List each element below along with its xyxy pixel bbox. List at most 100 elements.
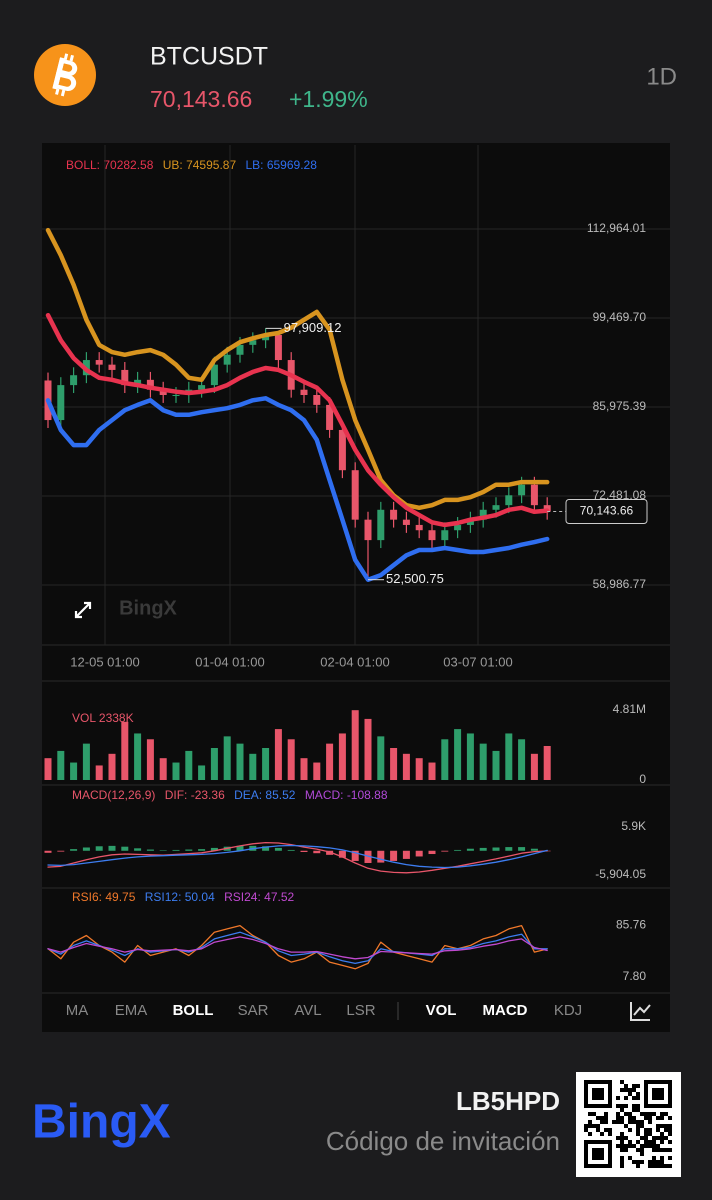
macd-bar [198,849,206,851]
qr-module [620,1104,624,1108]
qr-module [668,1132,672,1136]
qr-module [616,1144,620,1148]
legend-dif: DIF: -23.36 [165,788,225,802]
candle-body [466,519,474,525]
candle-body [57,385,65,421]
indicator-tab[interactable]: EMA [115,1002,148,1019]
candle-body [236,344,244,355]
volume-bar [210,748,218,780]
qr-module [628,1120,632,1124]
y-tick-label: 72,481.08 [593,488,647,502]
qr-module [648,1116,652,1120]
macd-bar [390,850,398,861]
qr-module [668,1164,672,1168]
macd-bar [313,850,321,854]
qr-module [616,1136,620,1140]
qr-module [668,1148,672,1152]
qr-module [588,1124,592,1128]
qr-module [664,1124,668,1128]
volume-bar [313,762,321,780]
candle-body [262,334,270,341]
volume-bar [505,733,513,780]
candle-body [70,375,78,386]
qr-module [660,1124,664,1128]
candle-body [351,470,359,520]
qr-module [652,1136,656,1140]
boll-line [45,396,550,582]
indicator-tab[interactable]: MA [66,1002,89,1019]
qr-module [644,1136,648,1140]
volume-bar [390,748,398,780]
qr-module [656,1136,660,1140]
qr-module [652,1160,656,1164]
qr-module [652,1112,656,1116]
x-tick-label: 01-04 01:00 [195,654,264,669]
macd-bar [454,849,462,851]
qr-module [628,1156,632,1160]
macd-bar [415,850,423,857]
qr-module [652,1164,656,1168]
qr-module [664,1148,668,1152]
volume-bar [402,753,410,780]
volume-bar [415,758,423,780]
volume-bar [262,748,270,780]
candle-body [300,389,308,395]
indicator-tab[interactable]: LSR [346,1002,375,1019]
indicator-tab[interactable]: VOL [426,1002,457,1019]
expand-icon[interactable] [74,601,92,619]
qr-module [636,1132,640,1136]
candle-body [134,379,142,386]
macd-bar [134,848,142,851]
boll-line [45,227,550,511]
x-tick-label: 12-05 01:00 [70,654,139,669]
volume-bar [518,739,526,780]
macd-bar [274,847,282,851]
macd-bar [338,850,346,858]
indicator-tab[interactable]: BOLL [173,1002,214,1019]
qr-module [584,1124,588,1128]
qr-module [664,1128,668,1132]
qr-finder [592,1148,604,1160]
candle-body [364,519,372,541]
qr-module [640,1148,644,1152]
y-tick-label: 0 [639,772,646,786]
indicator-tab[interactable]: AVL [294,1002,321,1019]
qr-module [620,1156,624,1160]
low-label: 52,500.75 [386,571,444,586]
qr-module [620,1160,624,1164]
qr-module [636,1096,640,1100]
chart-settings-icon[interactable] [630,1002,651,1021]
qr-module [636,1140,640,1144]
qr-module [604,1128,608,1132]
indicator-tab[interactable]: KDJ [554,1002,582,1019]
qr-module [596,1128,600,1132]
qr-module [660,1140,664,1144]
macd-bar [466,848,474,851]
qr-module [632,1116,636,1120]
qr-module [636,1160,640,1164]
qr-module [632,1084,636,1088]
qr-module [668,1140,672,1144]
qr-module [660,1156,664,1160]
macd-bar [287,849,295,851]
qr-module [652,1156,656,1160]
volume-bar [82,743,90,780]
qr-module [616,1116,620,1120]
volume-bar [326,743,334,780]
indicator-tab[interactable]: SAR [238,1002,269,1019]
rsi-line [47,931,548,965]
qr-module [644,1132,648,1136]
qr-module [636,1120,640,1124]
qr-module [620,1132,624,1136]
candle-body [530,484,538,506]
macd-bar [441,850,449,852]
candle-body [223,354,231,365]
indicator-tab[interactable]: MACD [483,1002,528,1019]
qr-module [588,1132,592,1136]
qr-module [620,1108,624,1112]
volume-bar [159,758,167,780]
volume-bar [351,710,359,780]
candle-body [313,395,321,405]
qr-module [636,1128,640,1132]
